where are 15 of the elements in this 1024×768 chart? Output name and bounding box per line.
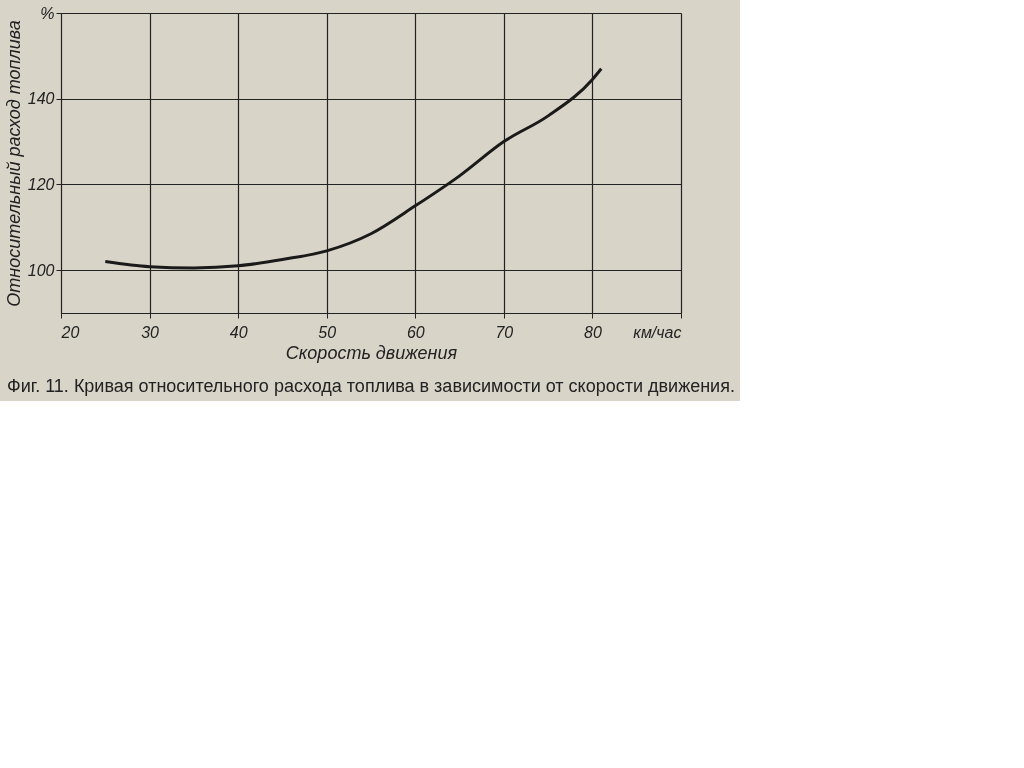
x-tick-label: 50 [318, 323, 337, 341]
x-tick-label: 30 [141, 323, 160, 341]
y-axis-title: Относительный расход топлива [3, 20, 24, 307]
x-tick-label: 70 [495, 323, 514, 341]
x-tick-label: 40 [229, 323, 248, 341]
x-axis-title: Скорость движения [285, 342, 458, 363]
x-tick-label: 80 [584, 323, 602, 341]
x-tick-label: 20 [60, 323, 80, 341]
y-tick-label: 100 [27, 261, 55, 279]
text: Фиг. 11. Кривая относительного расхода топлива в зависимости от скорости движения. [7, 376, 735, 396]
x-tick-label: 60 [406, 323, 425, 341]
y-tick-label: 140 [27, 90, 55, 108]
y-tick-label: 120 [27, 175, 55, 193]
y-tick-label: % [40, 4, 55, 22]
x-tick-label: км/час [633, 323, 682, 341]
